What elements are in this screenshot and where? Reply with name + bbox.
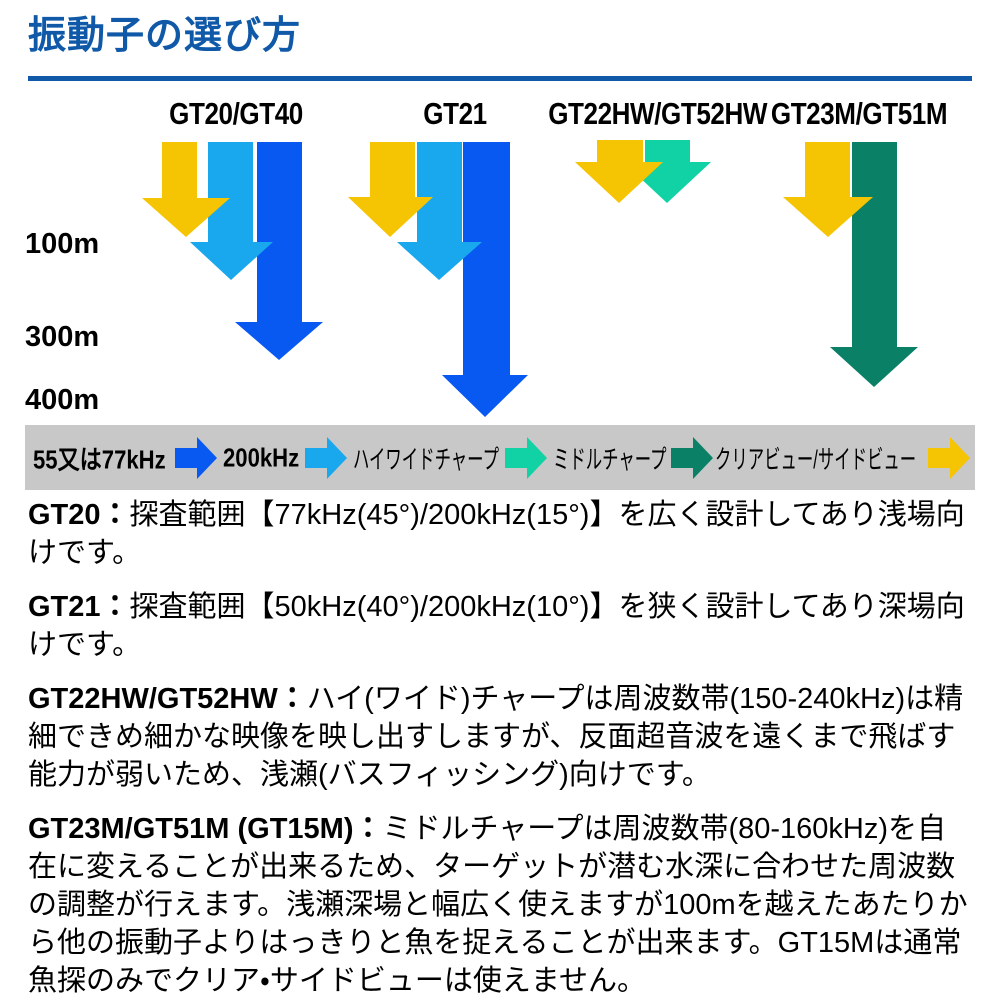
description-gt23m-gt51m: GT23M/GT51M (GT15M)：ミドルチャープは周波数帯(80-160k… xyxy=(28,810,972,1000)
description-label: GT23M/GT51M (GT15M)： xyxy=(28,813,383,845)
description-label: GT22HW/GT52HW： xyxy=(28,683,307,715)
arrow-200khz-icon xyxy=(305,437,347,479)
gt22-highwide-chirp-arrow xyxy=(623,140,711,203)
legend-label-55-77khz: 55又は77kHz xyxy=(33,444,166,474)
gt20-clearvu-sidevu-arrow xyxy=(142,142,230,237)
header-gt20-gt40: GT20/GT40 xyxy=(169,96,303,131)
depth-label-300m: 300m xyxy=(25,321,100,353)
description-gt20: GT20：探査範囲【77kHz(45°)/200kHz(15°)】を広く設計して… xyxy=(28,496,972,572)
depth-label-400m: 400m xyxy=(25,384,100,416)
gt21-200khz-arrow xyxy=(397,142,482,280)
gt21-clearvu-sidevu-arrow xyxy=(348,142,433,237)
legend-label-middle-chirp: ミドルチャープ xyxy=(553,444,667,474)
arrow-middle-chirp-icon xyxy=(671,437,713,479)
depth-arrows-chart xyxy=(142,140,918,417)
title-underline xyxy=(28,76,972,81)
gt23-clearvu-sidevu-arrow xyxy=(783,142,873,237)
legend-label-clearvu-sidevu: クリアビュー/サイドビュー xyxy=(715,444,917,474)
description-text: 探査範囲【77kHz(45°)/200kHz(15°)】を広く設計してあり浅場向… xyxy=(28,499,965,569)
arrow-55-77khz-icon xyxy=(175,437,217,479)
header-gt22hw-gt52hw: GT22HW/GT52HW xyxy=(548,96,767,131)
description-text: ハイ(ワイド)チャープは周波数帯(150-240kHz)は精細できめ細かな映像を… xyxy=(28,683,964,791)
description-label: GT21： xyxy=(28,591,130,623)
page-title: 振動子の選び方 xyxy=(28,15,302,57)
depth-label-100m: 100m xyxy=(25,228,100,260)
gt21-55-77khz-arrow xyxy=(442,142,528,417)
header-gt23m-gt51m: GT23M/GT51M xyxy=(770,96,948,131)
arrow-clearvu-sidevu-icon xyxy=(928,437,970,479)
header-gt21: GT21 xyxy=(423,96,487,131)
legend-label-highwide-chirp: ハイワイドチャープ xyxy=(353,444,499,474)
description-label: GT20： xyxy=(28,499,130,531)
description-text: 探査範囲【50kHz(40°)/200kHz(10°)】を狭く設計してあり深場向… xyxy=(28,591,965,661)
frequency-legend: 55又は77kHz 200kHz ハイワイドチャープ ミドルチャープ クリアビュ… xyxy=(25,425,975,490)
descriptions: GT20：探査範囲【77kHz(45°)/200kHz(15°)】を広く設計して… xyxy=(28,496,972,1000)
description-text: ミドルチャープは周波数帯(80-160kHz)を自在に変えることが出来るため、タ… xyxy=(28,813,968,997)
description-gt21: GT21：探査範囲【50kHz(40°)/200kHz(10°)】を狭く設計して… xyxy=(28,588,972,664)
arrow-highwide-chirp-icon xyxy=(505,437,547,479)
description-gt22hw-gt52hw: GT22HW/GT52HW：ハイ(ワイド)チャープは周波数帯(150-240kH… xyxy=(28,680,972,794)
gt20-200khz-arrow xyxy=(190,142,273,280)
gt20-55-77khz-arrow xyxy=(235,142,323,360)
legend-label-200khz: 200kHz xyxy=(223,442,300,472)
gt22-clearvu-sidevu-arrow xyxy=(575,140,663,203)
